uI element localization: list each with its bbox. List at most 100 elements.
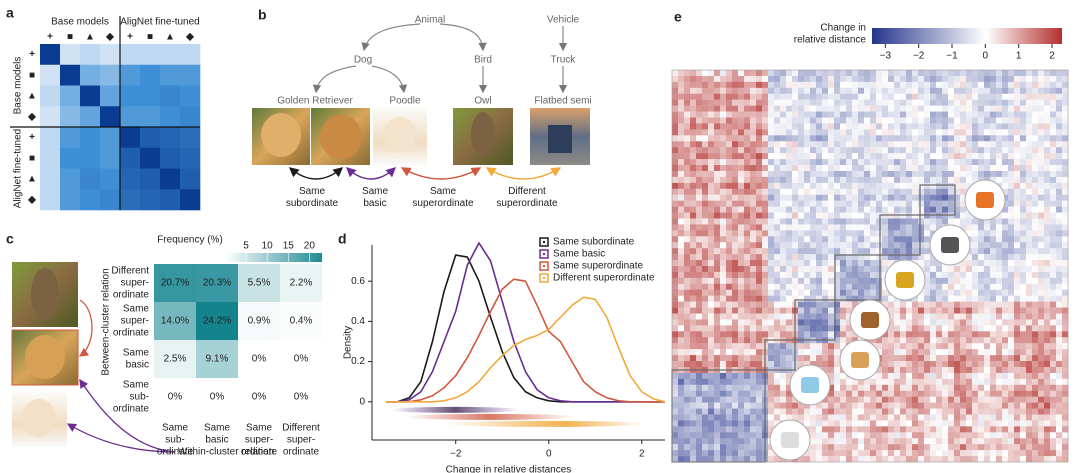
heat-cell <box>774 129 781 136</box>
heat-cell <box>1002 366 1009 374</box>
heat-cell <box>948 372 955 380</box>
heat-cell <box>906 396 913 403</box>
heat-cell <box>828 129 835 136</box>
heat-cell <box>858 212 865 219</box>
heat-cell <box>816 176 823 184</box>
heat-cell <box>1020 450 1027 457</box>
heat-cell <box>864 165 871 172</box>
heat-cell <box>1050 307 1057 314</box>
heat-cell <box>840 277 847 285</box>
heat-cell <box>882 254 889 261</box>
heat-cell <box>828 75 835 83</box>
heat-cell <box>1038 414 1045 421</box>
heat-cell <box>834 414 841 421</box>
heat-cell <box>978 129 985 136</box>
heat-cell <box>858 254 865 261</box>
heat-cell <box>1056 105 1063 112</box>
heat-cell <box>942 218 949 225</box>
column-symbol: ◆ <box>105 32 114 43</box>
heat-cell <box>978 236 985 243</box>
heat-cell <box>726 200 733 207</box>
heat-cell <box>732 325 739 332</box>
heat-cell <box>786 182 793 189</box>
heat-cell <box>810 147 817 154</box>
heat-cell <box>672 230 679 237</box>
heat-cell <box>864 402 871 409</box>
heat-cell <box>1008 236 1015 243</box>
heat-cell <box>972 165 979 172</box>
heat-cell <box>1038 438 1045 445</box>
heat-cell <box>852 266 859 273</box>
heat-cell <box>894 70 901 77</box>
heat-cell <box>762 93 769 100</box>
heat-cell <box>852 301 859 308</box>
heat-cell <box>696 414 703 421</box>
heat-cell <box>888 224 895 231</box>
heat-cell <box>702 319 709 326</box>
matrix-cell <box>40 189 61 211</box>
heat-cell <box>816 218 823 225</box>
heat-cell <box>822 230 829 237</box>
heat-cell <box>678 420 685 427</box>
heat-cell <box>792 182 799 189</box>
x-axis-label: Change in relative distances <box>446 465 572 473</box>
heat-cell <box>684 147 691 154</box>
heat-cell <box>840 194 847 201</box>
colorbar-tick-label: −1 <box>946 51 958 62</box>
heat-cell <box>954 87 961 94</box>
heat-cell <box>960 111 967 118</box>
heat-cell <box>1056 307 1063 314</box>
heat-cell <box>804 260 811 267</box>
heat-cell <box>810 289 817 296</box>
heat-cell <box>684 123 691 130</box>
heat-cell <box>756 248 763 255</box>
heat-cell <box>942 331 949 338</box>
heat-cell <box>756 135 763 142</box>
heat-cell <box>1014 349 1021 356</box>
heat-cell <box>1032 224 1039 231</box>
heat-cell <box>756 289 763 296</box>
heat-cell <box>1008 378 1015 385</box>
heat-cell <box>864 390 871 397</box>
heat-cell <box>870 414 877 421</box>
heat-cell <box>942 349 949 356</box>
heat-cell <box>714 260 721 267</box>
heat-cell <box>858 194 865 201</box>
heat-cell <box>822 111 829 118</box>
heat-cell <box>750 147 757 154</box>
heat-cell <box>858 271 865 279</box>
heat-cell <box>858 188 865 195</box>
heat-cell <box>882 295 889 302</box>
heat-cell <box>828 194 835 201</box>
heat-cell <box>822 283 829 290</box>
heat-cell <box>888 337 895 344</box>
heat-cell <box>864 81 871 89</box>
heat-cell <box>756 176 763 184</box>
heat-cell <box>798 242 805 249</box>
heat-cell <box>966 325 973 332</box>
heat-cell <box>792 176 799 184</box>
heat-cell <box>1002 355 1009 362</box>
heat-cell <box>1056 242 1063 249</box>
heat-cell <box>1020 254 1027 261</box>
heat-cell <box>990 384 997 391</box>
heat-cell <box>1056 254 1063 261</box>
heat-cell <box>870 111 877 118</box>
heat-cell <box>1056 414 1063 421</box>
heat-cell <box>960 277 967 285</box>
heat-cell <box>924 159 931 166</box>
heat-cell <box>840 426 847 433</box>
heat-cell <box>786 70 793 77</box>
heat-cell <box>996 295 1003 302</box>
heat-cell <box>984 337 991 344</box>
heat-cell <box>780 170 787 178</box>
heat-cell <box>852 444 859 451</box>
heat-cell <box>894 188 901 195</box>
heat-cell <box>690 313 697 320</box>
heat-cell <box>696 135 703 142</box>
heat-cell <box>894 141 901 148</box>
heat-cell <box>726 153 733 160</box>
heat-cell <box>912 432 919 439</box>
heat-cell <box>1032 301 1039 308</box>
heat-cell <box>978 242 985 249</box>
